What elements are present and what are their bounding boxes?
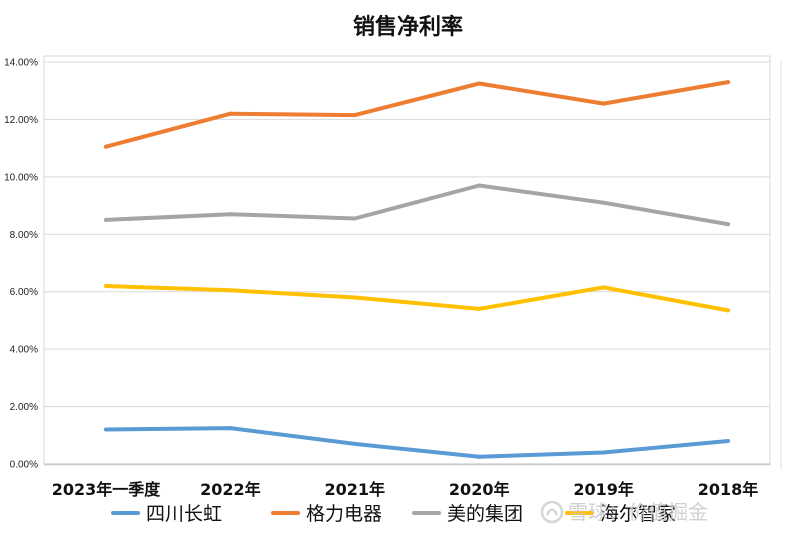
y-tick-label: 6.00% <box>10 287 38 298</box>
data-point <box>104 283 108 288</box>
x-tick-label: 2023年一季度 <box>52 480 162 499</box>
y-tick-label: 0.00% <box>10 460 38 471</box>
snowball-logo-icon <box>540 500 564 524</box>
legend-label: 格力电器 <box>306 503 382 525</box>
data-point <box>726 439 730 444</box>
data-point <box>228 426 233 431</box>
data-point <box>601 101 606 106</box>
series-line-1 <box>104 80 730 149</box>
y-tick-label: 12.00% <box>4 115 38 126</box>
data-point <box>477 454 482 459</box>
data-point <box>726 222 730 227</box>
plot-area-border <box>43 55 771 466</box>
x-tick-label: 2019年 <box>573 480 634 499</box>
y-tick-label: 10.00% <box>4 172 38 183</box>
watermark-text: 雪球：价值掘金 <box>568 500 708 524</box>
series-line-2 <box>104 183 730 227</box>
data-point <box>601 450 606 455</box>
data-point <box>104 427 108 432</box>
data-point <box>726 80 730 85</box>
data-point <box>352 113 357 118</box>
y-tick-label: 4.00% <box>10 345 38 356</box>
watermark: 雪球：价值掘金 <box>540 500 708 524</box>
legend-label: 美的集团 <box>447 503 523 525</box>
data-point <box>726 308 730 313</box>
y-tick-label: 8.00% <box>10 230 38 241</box>
data-point <box>352 295 357 300</box>
data-point <box>352 441 357 446</box>
chart-title: 销售净利率 <box>353 14 463 40</box>
data-point <box>477 81 482 86</box>
x-tick-label: 2022年 <box>200 480 261 499</box>
y-tick-label: 14.00% <box>4 58 38 69</box>
legend-label: 四川长虹 <box>146 503 222 525</box>
x-tick-label: 2021年 <box>325 480 386 499</box>
x-axis-ticks: 2023年一季度 2022年 2021年 2020年 2019年 2018年 <box>52 480 759 499</box>
y-tick-label: 2.00% <box>10 402 38 413</box>
legend: 四川长虹 格力电器 美的集团 海尔智家 <box>111 503 676 525</box>
data-point <box>477 183 482 188</box>
data-point <box>104 144 108 149</box>
y-axis-ticks: 0.00% 2.00% 4.00% 6.00% 8.00% 10.00% 12.00% 14.… <box>4 58 38 471</box>
legend-label: 海尔智家 <box>600 503 676 525</box>
series-lines <box>104 80 730 459</box>
x-tick-label: 2020年 <box>449 480 510 499</box>
data-point <box>601 200 606 205</box>
gridlines <box>44 61 770 465</box>
data-point <box>104 217 108 222</box>
data-point <box>352 216 357 221</box>
series-line-3 <box>104 284 730 313</box>
data-point <box>228 212 233 217</box>
series-line-0 <box>104 426 730 459</box>
data-point <box>228 288 233 293</box>
data-point <box>477 306 482 311</box>
data-point <box>228 111 233 116</box>
data-point <box>601 285 606 290</box>
x-tick-label: 2018年 <box>698 480 759 499</box>
